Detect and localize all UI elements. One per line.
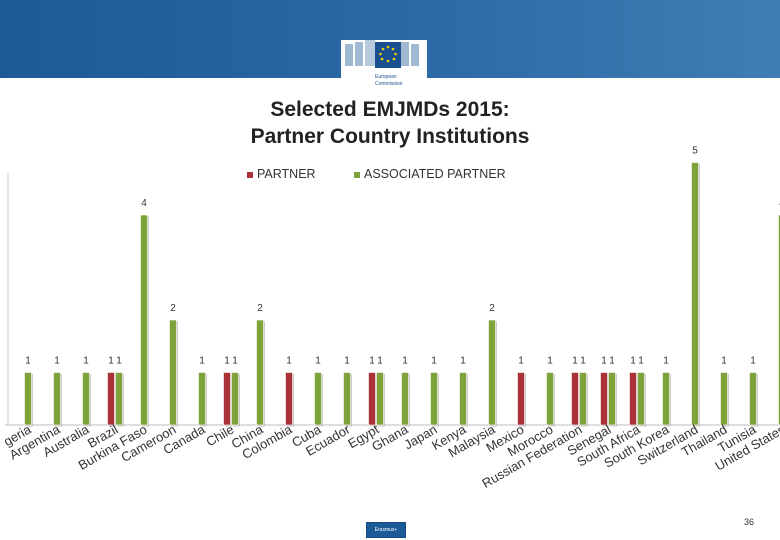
- bar-associated-thailand-label: 1: [721, 356, 727, 367]
- chart-title-line2: Partner Country Institutions: [250, 125, 530, 148]
- legend-associated-swatch: [354, 171, 360, 178]
- bar-associated-egypt: [376, 372, 384, 426]
- bar-associated-ecuador: [343, 372, 351, 426]
- bar-partner-colombia: [285, 372, 293, 426]
- bar-associated-chile: [231, 372, 239, 426]
- legend-partner-label: PARTNER: [257, 167, 316, 181]
- bar-partner-mexico-label: 1: [518, 356, 524, 367]
- bar-associated-ecuador-label: 1: [344, 356, 350, 367]
- bar-partner-russian-federation-label: 1: [572, 356, 578, 367]
- page-number: 36: [744, 517, 755, 527]
- bar-associated-australia: [82, 372, 90, 426]
- bar-associated-ghana-label: 1: [402, 356, 408, 367]
- bar-associated-tunisia-label: 1: [750, 356, 756, 367]
- bar-associated-cameroon: [169, 319, 177, 426]
- bar-associated-ghana: [401, 372, 409, 426]
- bar-associated-egypt-label: 1: [377, 356, 383, 367]
- bar-associated-malaysia: [488, 319, 496, 426]
- bar-partner-chile: [223, 372, 231, 426]
- legend-associated: ASSOCIATED PARTNER: [354, 167, 506, 181]
- bar-associated-brazil: [115, 372, 123, 426]
- bar-partner-brazil: [107, 372, 115, 426]
- erasmus-logo-text: Erasmus+: [374, 527, 398, 533]
- legend-partner: PARTNER: [247, 167, 316, 181]
- bar-associated-switzerland-label: 5: [692, 146, 698, 157]
- bar-associated-australia-label: 1: [83, 356, 89, 367]
- logo-line2: Commission: [375, 81, 403, 87]
- bar-partner-chile-label: 1: [224, 356, 230, 367]
- eu-stars-icon: [379, 45, 397, 63]
- erasmus-logo: Erasmus+: [366, 522, 406, 538]
- bar-associated-united-states: [778, 214, 780, 426]
- bar-associated-brazil-label: 1: [116, 356, 122, 367]
- bar-partner-brazil-label: 1: [108, 356, 114, 367]
- bar-partner-senegal-label: 1: [601, 356, 607, 367]
- bar-associated-morocco-label: 1: [547, 356, 553, 367]
- bar-associated-south-korea-label: 1: [663, 356, 669, 367]
- bar-associated-kenya-label: 1: [460, 356, 466, 367]
- legend-partner-swatch: [247, 171, 253, 178]
- bar-associated-south-korea: [662, 372, 670, 426]
- bar-associated-canada: [198, 372, 206, 426]
- bar-partner-mexico: [517, 372, 525, 426]
- bar-partner-russian-federation: [571, 372, 579, 426]
- bar-associated-senegal: [608, 372, 616, 426]
- bar-partner-south-africa: [629, 372, 637, 426]
- bar-associated-thailand: [720, 372, 728, 426]
- bar-associated-china-label: 2: [257, 303, 263, 314]
- legend-associated-label: ASSOCIATED PARTNER: [364, 167, 506, 181]
- bar-associated-cameroon-label: 2: [170, 303, 176, 314]
- bar-associated-malaysia-label: 2: [489, 303, 495, 314]
- chart-title: Selected EMJMDs 2015: Partner Country In…: [0, 96, 780, 150]
- bar-partner-senegal: [600, 372, 608, 426]
- bar-associated-burkina-faso-label: 4: [141, 198, 147, 209]
- bar-associated-switzerland: [691, 162, 699, 426]
- bar-partner-egypt: [368, 372, 376, 426]
- bar-associated-argentina-label: 1: [54, 356, 60, 367]
- bar-associated-canada-label: 1: [199, 356, 205, 367]
- bar-associated-japan: [430, 372, 438, 426]
- bar-associated-south-africa-label: 1: [638, 356, 644, 367]
- bar-associated-burkina-faso: [140, 214, 148, 426]
- chart-title-line1: Selected EMJMDs 2015:: [270, 98, 510, 121]
- logo-line1: European: [375, 74, 397, 80]
- bar-associated-morocco: [546, 372, 554, 426]
- european-commission-logo: European Commission: [341, 40, 427, 90]
- bar-associated-japan-label: 1: [431, 356, 437, 367]
- bar-partner-south-africa-label: 1: [630, 356, 636, 367]
- bar-associated-cuba: [314, 372, 322, 426]
- bar-associated-senegal-label: 1: [609, 356, 615, 367]
- bar-partner-egypt-label: 1: [369, 356, 375, 367]
- bar-associated-kenya: [459, 372, 467, 426]
- bar-associated-china: [256, 319, 264, 426]
- bar-associated-tunisia: [749, 372, 757, 426]
- bar-partner-colombia-label: 1: [286, 356, 292, 367]
- bar-associated-algeria: [24, 372, 32, 426]
- bar-associated-algeria-label: 1: [25, 356, 31, 367]
- bar-associated-chile-label: 1: [232, 356, 238, 367]
- bar-associated-russian-federation: [579, 372, 587, 426]
- bar-associated-russian-federation-label: 1: [580, 356, 586, 367]
- bar-associated-argentina: [53, 372, 61, 426]
- bar-associated-cuba-label: 1: [315, 356, 321, 367]
- bar-associated-south-africa: [637, 372, 645, 426]
